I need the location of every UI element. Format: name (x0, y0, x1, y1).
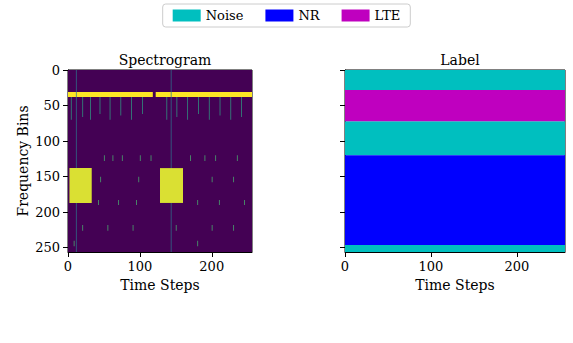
svg-text:100: 100 (419, 259, 444, 274)
svg-text:50: 50 (43, 98, 60, 113)
svg-text:LTE: LTE (375, 8, 401, 23)
svg-text:150: 150 (35, 169, 60, 184)
svg-text:200: 200 (199, 259, 224, 274)
svg-text:Noise: Noise (206, 8, 244, 23)
svg-text:100: 100 (35, 134, 60, 149)
svg-text:100: 100 (127, 259, 152, 274)
svg-text:0: 0 (64, 259, 72, 274)
svg-text:Label: Label (440, 52, 480, 68)
svg-text:Time Steps: Time Steps (415, 277, 494, 293)
svg-text:200: 200 (35, 205, 60, 220)
svg-text:Spectrogram: Spectrogram (119, 52, 212, 68)
svg-text:Time Steps: Time Steps (120, 277, 199, 293)
svg-text:Frequency Bins: Frequency Bins (15, 105, 31, 216)
svg-text:NR: NR (298, 8, 320, 23)
svg-text:0: 0 (52, 63, 60, 78)
svg-text:250: 250 (35, 240, 60, 255)
svg-text:200: 200 (504, 259, 529, 274)
svg-text:0: 0 (341, 259, 349, 274)
